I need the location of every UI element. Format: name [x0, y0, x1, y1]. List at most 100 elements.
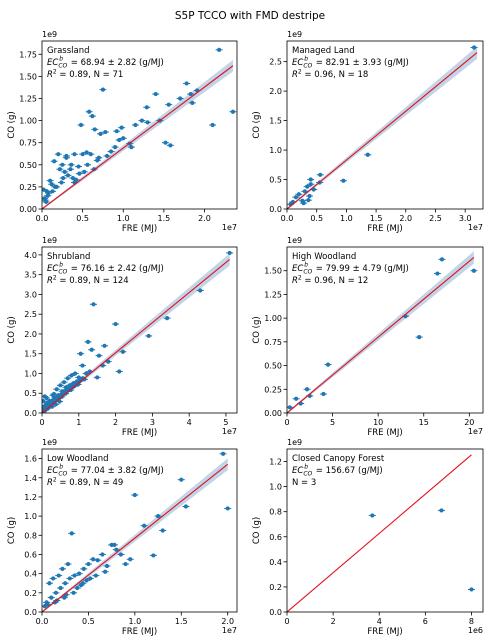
data-point [114, 129, 119, 134]
y-tick-label: 0.2 [269, 583, 282, 592]
panel-3: 0 1 2 3 4 5 0.0 0.5 1.0 1.5 2.0 2.5 3.0 3.5 4.0 1e9 1e7 F… [7, 236, 238, 438]
ec-superscript: b [304, 464, 308, 471]
data-point [104, 153, 110, 159]
axes-frame [41, 448, 238, 613]
plot-area [287, 454, 475, 612]
data-point [120, 349, 126, 354]
data-point [129, 145, 134, 150]
data-point [93, 573, 98, 578]
data-point [144, 105, 149, 110]
data-point [294, 396, 299, 401]
data-point [91, 302, 96, 307]
y-tick-label: 2.0 [24, 330, 37, 339]
data-point [103, 569, 108, 574]
y-tick-label: 0.50 [264, 362, 282, 371]
ec-superscript: b [59, 464, 63, 471]
r2-symbol: R [47, 70, 53, 80]
y-tick-label: 0.4 [24, 570, 37, 579]
data-point [227, 250, 232, 256]
panel-4: 0 5 10 15 20 0.00 0.25 0.50 0.75 1.00 1.25 1.50 1e9 1… [252, 236, 484, 438]
plot-area [42, 451, 232, 612]
regression-line [287, 257, 475, 413]
y-tick-label: 0.8 [24, 531, 37, 540]
ec-subscript: CO [58, 471, 67, 478]
ec-symbol: EC [292, 264, 303, 274]
data-point [48, 401, 53, 406]
data-point [132, 492, 137, 498]
y-tick-label: 0.00 [264, 409, 282, 418]
x-tick-label: 15 [419, 418, 429, 427]
y-tick-label: 0.4 [269, 558, 282, 567]
x-tick-label: 0.0 [281, 214, 294, 223]
ec-subscript: CO [58, 63, 67, 70]
r2-superscript: 2 [53, 69, 57, 76]
data-point [85, 162, 90, 167]
panel-2: 0.0 0.5 1.0 1.5 2.0 2.5 3.0 0.0 0.5 1.0 1.5 2.0 2.5 1… [252, 30, 484, 234]
data-point [102, 343, 107, 348]
x-tick-label: 2.0 [221, 617, 234, 626]
y-axis-label: CO (g) [7, 517, 17, 544]
data-point [198, 288, 203, 293]
panel-title: Closed Canopy Forest [292, 454, 385, 464]
data-point [103, 129, 108, 135]
r2-symbol: R [292, 70, 298, 80]
r2-value: = 0.89, N = 49 [57, 478, 124, 488]
data-point [54, 387, 59, 392]
data-point [49, 595, 54, 600]
data-point [318, 172, 323, 177]
x-axis-label: FRE (MJ) [122, 428, 157, 438]
data-point [42, 604, 47, 609]
x-scale-label: 1e7 [222, 223, 237, 232]
y-tick-label: 1.0 [24, 369, 37, 378]
data-point [307, 193, 312, 199]
x-tick-label: 10 [373, 418, 383, 427]
data-point [62, 595, 67, 600]
data-point [166, 102, 171, 107]
y-tick-label: 0.50 [19, 161, 37, 170]
data-point [163, 140, 168, 145]
data-point [308, 177, 313, 182]
x-tick-label: 3 [150, 418, 155, 427]
data-point [128, 557, 133, 562]
data-point [75, 585, 80, 591]
ec-value: = 79.99 ± 4.79 (g/MJ) [313, 264, 409, 274]
x-scale-label: 1e7 [468, 427, 483, 436]
data-point [146, 333, 151, 339]
data-point [65, 173, 71, 178]
fit-stats-text: R2 = 0.89, N = 49 [47, 477, 123, 489]
x-axis-label: FRE (MJ) [122, 224, 157, 234]
data-point [70, 175, 75, 181]
data-point [80, 581, 85, 586]
x-scale-label: 1e6 [468, 626, 483, 635]
x-axis-label: FRE (MJ) [367, 627, 402, 637]
data-point [121, 136, 126, 141]
data-point [77, 571, 82, 576]
data-point [85, 339, 91, 344]
data-point [179, 477, 184, 482]
ec-superscript: b [304, 262, 308, 269]
emission-factor-text: ECCOb = 79.99 ± 4.79 (g/MJ) [292, 262, 409, 276]
axes-frame [41, 40, 238, 210]
data-point [69, 162, 74, 167]
data-point [168, 143, 173, 148]
r2-value: = 0.96, N = 18 [302, 70, 369, 80]
y-tick-label: 4.0 [24, 251, 37, 260]
y-axis-label: CO (g) [252, 111, 262, 138]
data-point [82, 169, 87, 174]
data-point [471, 45, 477, 50]
data-point [57, 167, 62, 172]
data-point [210, 122, 215, 128]
y-scale-label: 1e9 [287, 236, 302, 245]
y-tick-label: 1.50 [19, 72, 37, 81]
data-point [305, 184, 310, 189]
y-tick-label: 1.4 [24, 474, 37, 483]
panel-1: 0.0 0.5 1.0 1.5 2.0 0.00 0.25 0.50 0.75 1.00 1.25 1… [7, 30, 238, 234]
y-tick-label: 0.0 [269, 608, 282, 617]
panel-title: Low Woodland [47, 454, 109, 464]
y-axis-label: CO (g) [252, 517, 262, 544]
plot-area [42, 250, 234, 413]
x-tick-label: 1.5 [175, 617, 188, 626]
data-point [439, 508, 444, 513]
ec-subscript: CO [303, 63, 312, 70]
